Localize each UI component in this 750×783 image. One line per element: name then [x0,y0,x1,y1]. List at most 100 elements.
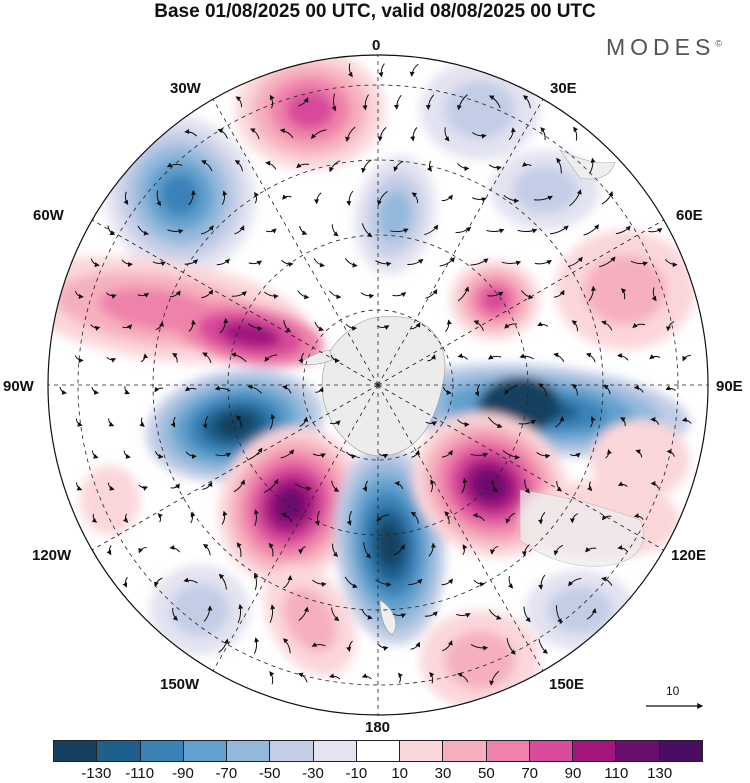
wind-vector [504,385,518,395]
colorbar-labels: -130 -110 -90 -70 -50 -30 -10 10 30 50 70 90 110 130 [0,765,750,783]
wind-vector [122,576,128,588]
wind-vector [504,323,518,329]
wind-vector [90,258,100,268]
wind-vector [137,225,149,236]
wind-vector [281,384,292,394]
wind-vector [517,228,538,234]
wind-vector [375,579,392,588]
wind-vector [587,481,593,492]
lon-label-30e: 30E [550,80,577,97]
wind-vector [108,418,115,427]
wind-vector [264,354,277,362]
copyright-mark: © [715,38,722,49]
wind-vector [346,510,353,526]
wind-vector [233,479,246,493]
lon-label-150w: 150W [160,676,200,693]
colorbar-tick-label: 50 [477,765,495,782]
wind-vector [573,126,579,141]
wind-vector [605,449,612,459]
wind-vector [441,450,453,458]
anomaly-contour [547,586,613,634]
wind-vector [330,354,340,364]
wind-vector [363,542,371,559]
wind-vector [456,613,471,618]
wind-vector [75,418,83,427]
wind-vector [221,510,228,525]
wind-vector [329,673,341,680]
meridian-line [83,384,379,556]
wind-vector [506,637,516,655]
wind-vector [569,452,581,458]
wind-vector [378,63,385,78]
wind-vector [489,545,499,555]
wind-vector [362,480,369,492]
wind-vector [184,129,198,137]
wind-vector [154,386,164,393]
colorbar-tick-label: -70 [215,765,238,782]
wind-vector [538,638,548,654]
anomaly-contour [215,412,255,438]
colorbar-segment [529,741,574,761]
lon-label-60e: 60E [676,207,703,224]
colorbar-segment [54,741,98,761]
wind-vector [166,162,183,168]
wind-vector [408,578,423,586]
wind-vector [439,257,455,267]
wind-vector [427,354,436,362]
wind-vector [489,670,500,686]
wind-vector [632,322,646,329]
anomaly-contour [160,174,200,216]
lon-label-90w: 90W [3,378,34,395]
wind-vector [283,575,293,589]
wind-vector [553,544,564,556]
wind-vector [202,481,213,490]
colorbar-segment [183,741,228,761]
wind-vector [269,413,276,430]
wind-vector [254,191,259,204]
wind-vector [331,480,340,492]
lon-label-90e: 90E [716,378,743,395]
wind-vector [236,415,242,429]
colorbar-tick-label: -110 [125,765,155,782]
wind-vector [472,512,485,522]
wind-vector [279,128,294,139]
wind-vector [169,545,181,553]
wind-vector [407,258,424,266]
wind-vector [345,451,357,459]
wind-vector [214,385,231,392]
wind-vector [106,545,112,556]
wind-vector [556,157,562,174]
wind-vector [473,320,484,332]
colorbar-segment [270,741,314,761]
wind-vector [598,256,616,268]
wind-vector [378,644,389,651]
wind-vector [298,97,309,107]
wind-vector [410,322,421,330]
wind-vector [444,127,450,142]
wind-vector [442,640,453,652]
wind-vector [314,510,320,526]
wind-vector [329,290,342,300]
wind-vector [107,482,115,491]
wind-vector [585,352,596,363]
anomaly-contour [473,469,507,501]
wind-vector [329,420,341,426]
wind-vector [268,542,274,557]
wind-vector [124,386,130,395]
wind-vector [231,291,247,297]
wind-vector [488,95,501,109]
wind-vector [523,606,531,623]
lon-label-150e: 150E [549,676,585,693]
wind-vector [310,129,327,139]
colorbar-tick-label: 110 [604,765,629,782]
wind-vector [524,479,530,494]
wind-vector [620,417,626,427]
wind-vector [59,386,67,395]
wind-vector [470,258,489,266]
lon-label-30w: 30W [170,80,201,97]
wind-vector [537,321,549,327]
wind-vector [330,607,340,622]
wind-vector [474,384,481,397]
wind-vector [313,192,322,205]
wind-vector [665,385,676,391]
